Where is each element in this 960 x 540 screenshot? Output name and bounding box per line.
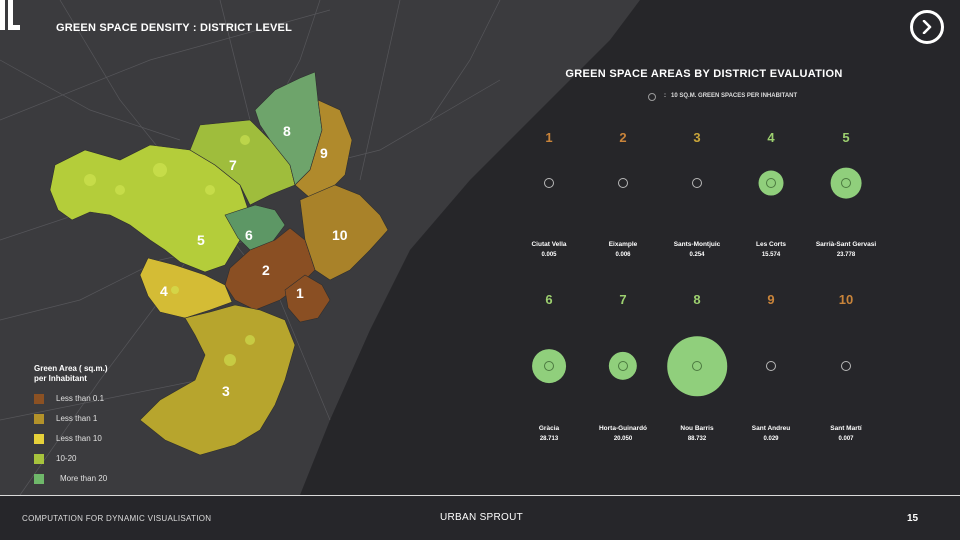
footer-divider (0, 495, 960, 496)
footer-project: URBAN SPROUT (440, 512, 524, 523)
legend-subtitle: per Inhabitant (34, 374, 87, 383)
district-value: 28.713 (539, 436, 559, 442)
district-number: 2 (619, 130, 627, 145)
district-cell: 7 Horta-Guinardó 20.050 (581, 292, 665, 442)
district-number: 5 (842, 130, 850, 145)
district-cell: 10 Sant Martí 0.007 (804, 292, 888, 442)
district-name: Ciutat Vella (531, 241, 567, 248)
reference-circle-icon (544, 361, 554, 371)
legend-swatch (34, 414, 44, 424)
district-name: Sants-Montjuic (673, 241, 721, 248)
district-number: 3 (693, 130, 701, 145)
page-number: 15 (907, 513, 919, 524)
district-value: 0.254 (689, 252, 705, 258)
district-polygons (49, 71, 389, 456)
district-name: Sarrià-Sant Gervasi (815, 241, 877, 248)
district-cell: 6 Gràcia 28.713 (507, 292, 591, 442)
district-cell: 4 Les Corts 15.574 (729, 130, 813, 270)
district-label-7: 7 (229, 157, 237, 173)
legend-label: Less than 0.1 (56, 394, 105, 403)
district-label-6: 6 (245, 227, 253, 243)
key-label: : 10 SQ.M. GREEN SPACES PER INHABITANT (664, 93, 798, 99)
district-map: 1 2 3 4 5 6 7 8 9 10 GREEN SPACE DENSITY… (0, 0, 680, 495)
reference-circle-icon (618, 361, 628, 371)
brand-logo (0, 0, 20, 30)
district-name: Sant Martí (830, 425, 862, 432)
district-number: 10 (838, 292, 854, 307)
reference-circle-icon (766, 178, 776, 188)
reference-circle-icon (544, 178, 554, 188)
district-cell: 3 Sants-Montjuic 0.254 (655, 130, 739, 270)
district-number: 1 (545, 130, 553, 145)
district-name: Nou Barris (680, 425, 714, 432)
district-value: 0.007 (838, 436, 854, 442)
district-cell: 1 Ciutat Vella 0.005 (507, 130, 591, 270)
district-number: 4 (767, 130, 775, 145)
legend-swatch (34, 394, 44, 404)
district-label-8: 8 (283, 123, 291, 139)
legend-label: More than 20 (60, 474, 108, 483)
legend-item: Less than 10 (34, 434, 108, 450)
district-label-4: 4 (160, 283, 168, 299)
map-graphic: 1 2 3 4 5 6 7 8 9 10 (0, 0, 680, 495)
district-label-3: 3 (222, 383, 230, 399)
key-circle-icon (648, 93, 656, 101)
legend-item: Less than 1 (34, 414, 108, 430)
next-slide-button[interactable] (910, 10, 944, 44)
legend-swatch (34, 454, 44, 464)
district-name: Sant Andreu (751, 425, 791, 432)
legend-item: More than 20 (34, 474, 108, 490)
district-value: 23.778 (836, 252, 856, 258)
legend-title: Green Area ( sq.m.) (34, 364, 108, 373)
district-cell: 5 Sarrià-Sant Gervasi 23.778 (804, 130, 888, 270)
district-label-1: 1 (296, 285, 304, 301)
district-label-5: 5 (197, 232, 205, 248)
legend-label: 10-20 (56, 454, 77, 463)
district-label-10: 10 (332, 227, 348, 243)
district-value: 0.029 (763, 436, 779, 442)
legend-label: Less than 10 (56, 434, 102, 443)
reference-circle-icon (841, 178, 851, 188)
page-title: GREEN SPACE DENSITY : DISTRICT LEVEL (56, 22, 292, 34)
district-cell: 9 Sant Andreu 0.029 (729, 292, 813, 442)
district-cell: 2 Eixample 0.006 (581, 130, 665, 270)
district-value: 0.005 (541, 252, 557, 258)
reference-circle-icon (692, 361, 702, 371)
district-name: Horta-Guinardó (598, 425, 648, 432)
district-number: 9 (767, 292, 775, 307)
district-label-2: 2 (262, 262, 270, 278)
chevron-right-icon (922, 20, 932, 34)
district-value: 0.006 (615, 252, 631, 258)
district-name: Eixample (608, 241, 638, 248)
legend-swatch (34, 474, 44, 484)
reference-circle-icon (766, 361, 776, 371)
legend-swatch (34, 434, 44, 444)
reference-circle-icon (692, 178, 702, 188)
district-name: Gràcia (538, 425, 560, 432)
district-cell: 8 Nou Barris 88.732 (655, 292, 739, 442)
district-label-9: 9 (320, 145, 328, 161)
map-legend: Green Area ( sq.m.) per Inhabitant Less … (34, 364, 108, 490)
district-number: 7 (619, 292, 627, 307)
reference-circle-icon (618, 178, 628, 188)
legend-label: Less than 1 (56, 414, 98, 423)
district-name: Les Corts (756, 241, 786, 248)
reference-circle-icon (841, 361, 851, 371)
district-value: 88.732 (687, 436, 707, 442)
legend-item: 10-20 (34, 454, 108, 470)
legend-item: Less than 0.1 (34, 394, 108, 410)
district-number: 6 (545, 292, 553, 307)
district-value: 20.050 (613, 436, 633, 442)
footer-course: COMPUTATION FOR DYNAMIC VISUALISATION (22, 514, 212, 523)
district-number: 8 (693, 292, 701, 307)
panel-title: GREEN SPACE AREAS BY DISTRICT EVALUATION (565, 68, 843, 80)
district-value: 15.574 (761, 252, 781, 258)
